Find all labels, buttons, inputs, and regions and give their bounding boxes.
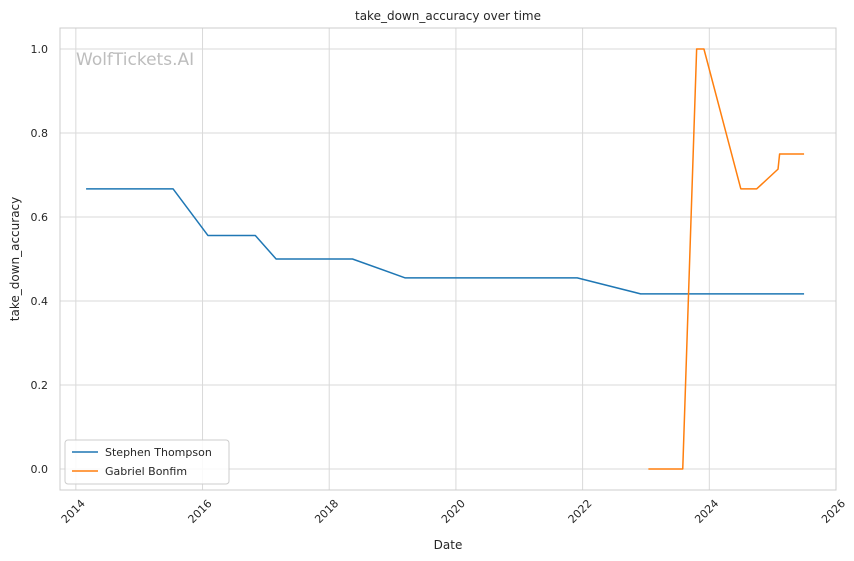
y-tick-label: 0.0 (31, 463, 49, 476)
watermark: WolfTickets.AI (76, 50, 194, 70)
legend-label-stephen-thompson: Stephen Thompson (105, 446, 212, 459)
y-tick-label: 1.0 (31, 43, 49, 56)
series-layer (86, 48, 805, 470)
y-axis-label: take_down_accuracy (8, 197, 22, 321)
series-line-gabriel-bonfim (648, 48, 805, 470)
y-tick-label: 0.2 (31, 379, 49, 392)
series-line-stephen-thompson (86, 188, 805, 295)
legend-box (64, 439, 230, 485)
x-axis-label: Date (434, 538, 463, 552)
legend: Stephen Thompson Gabriel Bonfim (64, 439, 230, 485)
y-tick-label: 0.8 (31, 127, 49, 140)
chart-title: take_down_accuracy over time (355, 9, 541, 23)
y-tick-label: 0.6 (31, 211, 49, 224)
y-tick-label: 0.4 (31, 295, 49, 308)
plot-frame (59, 27, 837, 491)
legend-label-gabriel-bonfim: Gabriel Bonfim (105, 465, 187, 478)
